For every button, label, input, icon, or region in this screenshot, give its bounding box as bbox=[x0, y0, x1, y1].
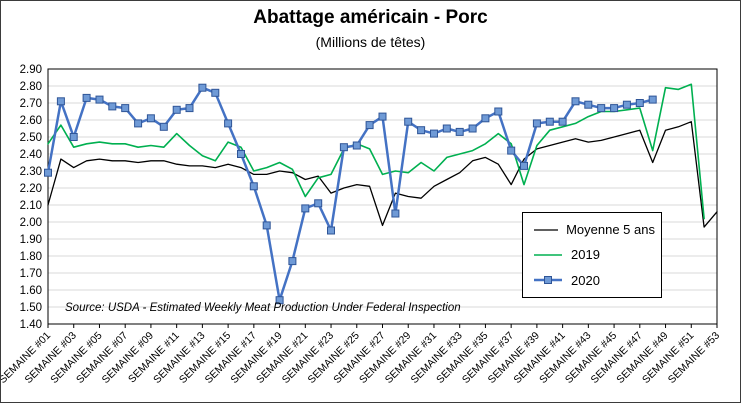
svg-text:1.70: 1.70 bbox=[20, 268, 42, 280]
legend-line-sample-2019 bbox=[534, 254, 562, 256]
legend-line-sample-moyenne bbox=[534, 229, 559, 231]
chart-title: Abattage américain - Porc bbox=[253, 7, 488, 28]
legend-item-2020: 2020 bbox=[533, 273, 655, 288]
legend-item-2019: 2019 bbox=[533, 247, 655, 262]
svg-text:2.70: 2.70 bbox=[20, 98, 42, 110]
svg-text:2.00: 2.00 bbox=[20, 217, 42, 229]
svg-text:2.20: 2.20 bbox=[20, 183, 42, 195]
svg-text:2.40: 2.40 bbox=[20, 149, 42, 161]
svg-text:1.50: 1.50 bbox=[20, 302, 42, 314]
legend-label-2020: 2020 bbox=[571, 272, 600, 288]
legend-label-moyenne: Moyenne 5 ans bbox=[566, 222, 655, 238]
svg-text:2.90: 2.90 bbox=[20, 64, 42, 76]
legend-item-moyenne-5-ans: Moyenne 5 ans bbox=[533, 222, 655, 237]
svg-text:2.80: 2.80 bbox=[20, 81, 42, 93]
source-note: Source: USDA - Estimated Weekly Meat Pro… bbox=[65, 302, 461, 314]
legend: Moyenne 5 ans 2019 2020 bbox=[522, 212, 662, 298]
svg-text:2.50: 2.50 bbox=[20, 132, 42, 144]
legend-label-2019: 2019 bbox=[571, 247, 600, 263]
svg-text:1.90: 1.90 bbox=[20, 234, 42, 246]
svg-text:1.40: 1.40 bbox=[20, 319, 42, 331]
svg-text:1.80: 1.80 bbox=[20, 251, 42, 263]
svg-text:2.30: 2.30 bbox=[20, 166, 42, 178]
svg-text:2.10: 2.10 bbox=[20, 200, 42, 212]
legend-line-sample-2020 bbox=[534, 276, 562, 285]
svg-text:1.60: 1.60 bbox=[20, 285, 42, 297]
chart-subtitle: (Millions de têtes) bbox=[315, 34, 426, 50]
svg-text:2.60: 2.60 bbox=[20, 115, 42, 127]
